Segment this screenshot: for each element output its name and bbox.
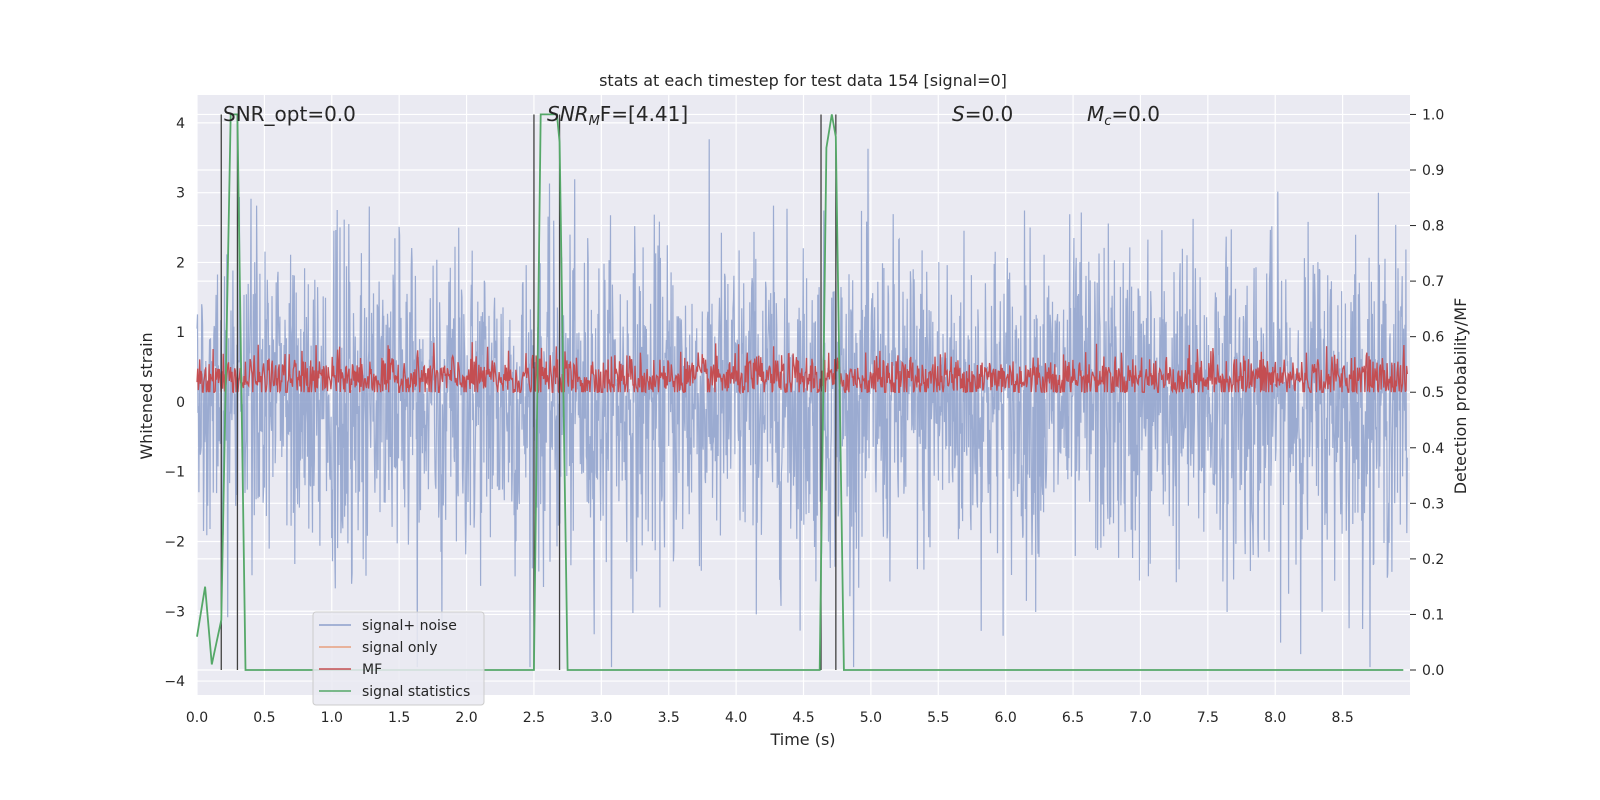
annotation-snr-mf: SNRMF=[4.41] [547,102,688,129]
y2-tick-label: 0.3 [1422,496,1444,512]
y-tick-label: 3 [176,186,185,202]
snr-mf-symbol: SNR [547,102,589,126]
signal-statistics-series [196,113,1404,671]
chart-title: stats at each timestep for test data 154… [599,71,1007,90]
legend-label-mf: MF [362,662,382,678]
legend-label-signal-only: signal only [362,640,437,656]
y2-axis-label: Detection probability/MF [1451,298,1470,495]
legend-label-signal-noise: signal+ noise [362,618,457,634]
x-tick-label: 6.0 [995,710,1017,726]
s-symbol: S [952,102,965,126]
x-tick-label: 6.5 [1062,710,1084,726]
snr-mf-value: F=[4.41] [600,102,688,126]
snr-mf-subscript: M [589,114,600,129]
mc-value: =0.0 [1111,102,1160,126]
y2-axis-ticks: 1.0 0.9 0.8 0.7 0.6 0.5 0.4 0.3 0.2 0.1 0.0 [1410,107,1444,679]
x-tick-label: 1.5 [388,710,410,726]
signal-statistics-line [196,113,1404,671]
mf-series [196,342,1408,395]
y2-tick-label: 1.0 [1422,107,1444,123]
y2-tick-label: 0.2 [1422,552,1444,568]
y2-tick-label: 0.9 [1422,163,1444,179]
y-tick-label: 2 [176,255,185,271]
x-tick-label: 5.5 [927,710,949,726]
y2-tick-label: 0.7 [1422,274,1444,290]
annotation-s: S=0.0 [952,102,1013,126]
y2-tick-label: 0.5 [1422,385,1444,401]
y-tick-label: 0 [176,395,185,411]
x-axis-ticks: 0.0 0.5 1.0 1.5 2.0 2.5 3.0 3.5 4.0 4.5 5.0 5.5 6.0 6… [186,710,1354,726]
annotation-mc: Mc=0.0 [1087,102,1160,129]
y2-tick-label: 0.0 [1422,663,1444,679]
x-tick-label: 2.5 [523,710,545,726]
x-tick-label: 0.0 [186,710,208,726]
x-tick-label: 5.0 [860,710,882,726]
signal-noise-line [196,139,1408,668]
s-value: =0.0 [965,102,1014,126]
x-tick-label: 7.5 [1197,710,1219,726]
x-tick-label: 3.5 [658,710,680,726]
x-tick-label: 2.0 [455,710,477,726]
y-axis-label: Whitened strain [137,332,156,459]
x-tick-label: 4.0 [725,710,747,726]
y-tick-label: −2 [164,535,185,551]
y2-tick-label: 0.4 [1422,441,1444,457]
y-tick-label: 4 [176,116,185,132]
y-tick-label: −1 [164,465,185,481]
y-tick-label: −4 [164,674,185,690]
legend: signal+ noise signal only MF signal stat… [312,611,485,706]
mc-symbol: M [1087,102,1104,126]
annotation-snr-opt: SNR_opt=0.0 [223,102,356,126]
x-tick-label: 4.5 [792,710,814,726]
signal-noise-series [196,139,1408,668]
x-axis-label: Time (s) [769,730,835,749]
x-tick-label: 0.5 [253,710,275,726]
x-tick-label: 8.0 [1264,710,1286,726]
x-tick-label: 7.0 [1129,710,1151,726]
legend-box [312,611,485,706]
mf-line [196,342,1408,395]
legend-label-signal-statistics: signal statistics [362,684,470,700]
x-tick-label: 8.5 [1331,710,1353,726]
y-tick-label: −3 [164,604,185,620]
y2-tick-label: 0.1 [1422,607,1444,623]
y-tick-label: 1 [176,325,185,341]
x-tick-label: 1.0 [321,710,343,726]
mc-subscript: c [1104,114,1111,129]
y2-tick-label: 0.8 [1422,219,1444,235]
x-tick-label: 3.0 [590,710,612,726]
y2-tick-label: 0.6 [1422,330,1444,346]
y-axis-ticks: 4 3 2 1 0 −1 −2 −3 −4 [164,116,185,690]
